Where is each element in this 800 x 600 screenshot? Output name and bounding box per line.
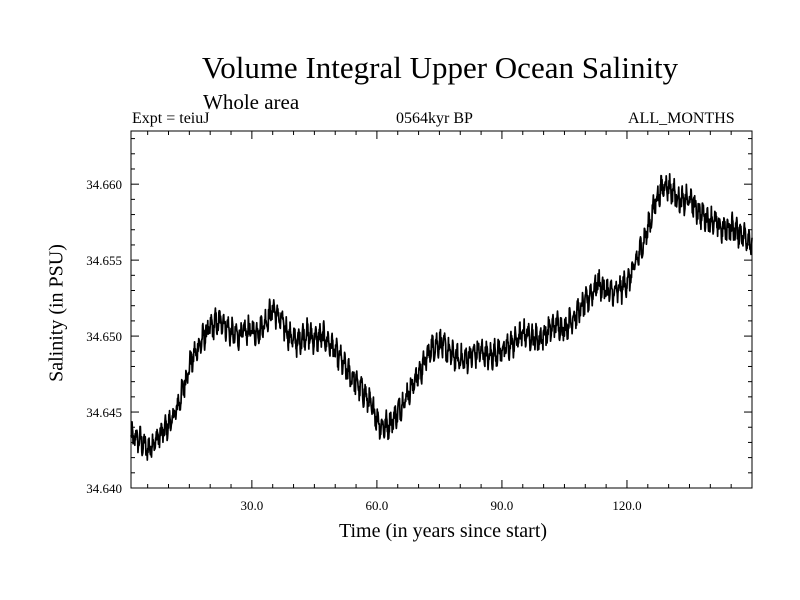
x-axis-label: Time (in years since start) xyxy=(338,520,548,542)
period-label: 0564kyr BP xyxy=(396,110,473,127)
months-label: ALL_MONTHS xyxy=(628,110,735,127)
x-tick-label: 120.0 xyxy=(612,498,641,513)
x-tick-label: 30.0 xyxy=(240,498,263,513)
y-tick-label: 34.640 xyxy=(86,481,122,496)
series-line-salinity xyxy=(130,172,753,461)
y-tick-label: 34.650 xyxy=(86,329,122,344)
chart-subtitle: Whole area xyxy=(203,90,300,114)
plot-frame xyxy=(130,130,753,489)
y-tick-label: 34.645 xyxy=(86,405,122,420)
chart-title: Volume Integral Upper Ocean Salinity xyxy=(201,50,679,85)
x-tick-label: 90.0 xyxy=(491,498,514,513)
y-tick-label: 34.660 xyxy=(86,177,122,192)
experiment-label: Expt = teiuJ xyxy=(132,110,210,127)
x-tick-label: 60.0 xyxy=(366,498,389,513)
y-tick-label: 34.655 xyxy=(86,253,122,268)
y-axis-label: Salinity (in PSU) xyxy=(45,244,68,382)
